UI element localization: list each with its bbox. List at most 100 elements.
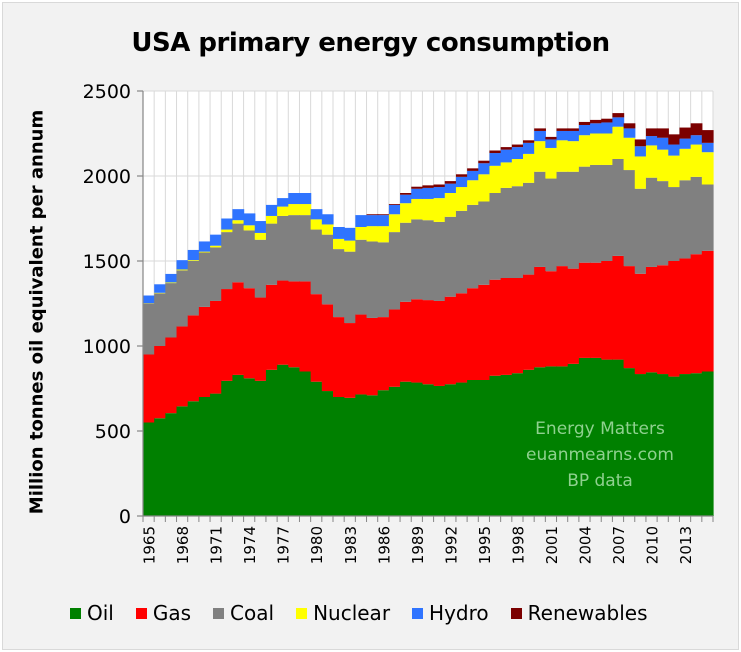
bar-segment-gas — [333, 317, 345, 397]
bar-segment-coal — [433, 221, 446, 301]
bar-segment-oil — [198, 397, 211, 516]
bar-segment-coal — [489, 193, 502, 280]
bar-segment-nuclear — [355, 227, 368, 240]
bar-segment-coal — [523, 182, 535, 275]
x-tick-label: 1992 — [442, 526, 460, 564]
bar-segment-coal — [265, 223, 278, 285]
bar-segment-gas — [143, 354, 155, 423]
bar-segment-nuclear — [388, 214, 401, 233]
bar-segment-hydro — [377, 215, 390, 227]
bar-segment-nuclear — [254, 232, 267, 240]
bar-segment-renewables — [388, 204, 401, 205]
bar-segment-nuclear — [243, 225, 256, 231]
bar-segment-coal — [444, 216, 457, 297]
bar-segment-oil — [366, 395, 379, 516]
bar-segment-nuclear — [556, 140, 569, 172]
bar-segment-gas — [534, 266, 546, 368]
bar-segment-oil — [310, 381, 323, 516]
bar-segment-nuclear — [567, 141, 580, 172]
bar-segment-gas — [567, 268, 580, 364]
bar-segment-coal — [690, 176, 703, 255]
watermark-line-2: euanmearns.com — [526, 445, 674, 465]
bar-segment-coal — [321, 234, 334, 305]
bar-segment-hydro — [321, 214, 334, 225]
x-tick-label: 2013 — [677, 526, 695, 564]
bar-segment-coal — [567, 171, 580, 269]
bar-segment-oil — [444, 384, 457, 516]
bar-segment-hydro — [545, 139, 558, 148]
bar-segment-coal — [154, 293, 166, 346]
bar-segment-hydro — [455, 176, 468, 188]
bar-segment-nuclear — [668, 155, 681, 188]
bar-segment-gas — [634, 273, 647, 375]
bar-segment-nuclear — [545, 147, 558, 179]
bar-segment-coal — [500, 187, 513, 278]
bar-segment-coal — [344, 251, 356, 324]
bar-segment-hydro — [701, 142, 714, 153]
bar-segment-oil — [556, 366, 569, 516]
x-tick-label: 1974 — [241, 526, 259, 564]
bar-segment-hydro — [679, 138, 692, 149]
bar-segment-nuclear — [366, 226, 379, 242]
bar-segment-nuclear — [657, 149, 669, 182]
legend-item-hydro: Hydro — [412, 601, 489, 625]
bar-segment-nuclear — [165, 282, 178, 284]
bar-segment-renewables — [601, 118, 614, 123]
bar-segment-coal — [701, 184, 714, 251]
bar-segment-gas — [277, 280, 289, 365]
bar-segment-nuclear — [265, 215, 278, 224]
bar-segment-gas — [511, 278, 524, 374]
bar-segment-hydro — [198, 241, 211, 252]
bar-segment-oil — [232, 374, 245, 516]
bar-segment-gas — [355, 314, 368, 395]
legend-item-nuclear: Nuclear — [296, 601, 390, 625]
x-tick-label: 2010 — [644, 526, 662, 564]
bar-segment-hydro — [657, 137, 669, 150]
bar-segment-gas — [668, 261, 681, 377]
bar-segment-gas — [701, 250, 714, 372]
bar-segment-renewables — [612, 113, 625, 118]
bar-segment-oil — [355, 394, 368, 516]
bar-segment-nuclear — [400, 203, 412, 223]
bar-segment-hydro — [645, 136, 658, 146]
bar-segment-renewables — [623, 123, 636, 129]
bar-segment-hydro — [165, 273, 178, 283]
bar-segment-hydro — [690, 135, 703, 145]
bar-segment-coal — [478, 201, 491, 285]
y-tick-label: 1000 — [83, 336, 131, 358]
bar-segment-oil — [400, 381, 412, 516]
bar-segment-oil — [210, 393, 222, 516]
bar-segment-hydro — [400, 194, 412, 204]
bar-segment-coal — [545, 178, 558, 272]
bar-segment-oil — [277, 364, 289, 516]
bar-segment-oil — [455, 382, 468, 516]
bar-segment-nuclear — [288, 204, 301, 216]
bar-segment-renewables — [433, 184, 446, 188]
bar-segment-gas — [254, 297, 267, 381]
bar-segment-renewables — [411, 186, 424, 189]
y-tick-label: 2500 — [83, 81, 131, 103]
bar-segment-renewables — [701, 130, 714, 143]
bar-segment-nuclear — [578, 135, 591, 167]
bar-segment-oil — [634, 374, 647, 516]
bar-segment-oil — [489, 375, 502, 516]
legend: Oil Gas Coal Nuclear Hydro Renewables — [70, 601, 670, 625]
x-tick-label: 1980 — [308, 526, 326, 564]
bar-segment-oil — [668, 376, 681, 516]
bar-segment-hydro — [444, 183, 457, 193]
bar-segment-renewables — [634, 139, 647, 147]
bar-segment-nuclear — [221, 229, 234, 233]
bar-segment-coal — [333, 249, 345, 318]
bar-segment-hydro — [277, 198, 289, 207]
bar-segment-hydro — [467, 170, 479, 181]
bar-segment-coal — [534, 171, 546, 267]
bar-segment-gas — [388, 309, 401, 387]
bar-segment-oil — [333, 397, 345, 516]
x-tick-label: 2007 — [610, 526, 628, 564]
bar-segment-coal — [187, 261, 200, 316]
bar-segment-oil — [154, 418, 166, 516]
bar-segment-oil — [567, 363, 580, 516]
bar-segment-gas — [690, 254, 703, 374]
bar-segment-nuclear — [612, 126, 625, 159]
watermark-line-3: BP data — [567, 471, 633, 491]
